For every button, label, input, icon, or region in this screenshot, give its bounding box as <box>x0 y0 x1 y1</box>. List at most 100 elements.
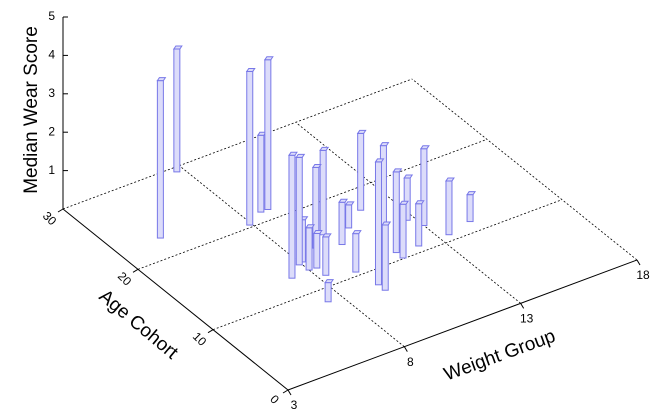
bar <box>321 233 332 276</box>
bar-face <box>264 59 272 210</box>
bar <box>381 221 392 291</box>
z-tick-label: 2 <box>48 124 55 138</box>
x-tick-label: 18 <box>636 268 650 282</box>
bar <box>414 200 425 247</box>
bar <box>344 201 355 229</box>
bar-top <box>312 229 323 234</box>
bar <box>245 67 256 226</box>
bar-top <box>324 279 335 284</box>
bar <box>263 56 274 210</box>
bar <box>319 146 330 236</box>
bar <box>324 279 335 303</box>
bar-face <box>313 232 321 269</box>
bar <box>338 198 348 246</box>
y-tick-label: 0 <box>267 392 282 407</box>
bar <box>312 229 323 269</box>
x-tick-label: 3 <box>291 398 298 412</box>
bar <box>256 131 267 213</box>
bar <box>356 129 367 211</box>
bar-top <box>305 224 316 229</box>
bar-top <box>311 163 322 168</box>
x-axis-line <box>287 259 638 391</box>
bar-top <box>381 221 392 226</box>
floor-right-edge <box>411 78 638 261</box>
bar-face <box>324 282 332 303</box>
bar-face <box>246 70 254 226</box>
bar-face <box>338 201 346 246</box>
bar-top <box>351 230 362 235</box>
bar-top <box>466 191 477 196</box>
z-axis-title: Median Wear Score <box>21 26 42 194</box>
bar <box>288 151 298 279</box>
bar-face <box>295 156 303 266</box>
y-tick <box>282 389 289 394</box>
bar <box>172 45 183 173</box>
bar-face <box>322 236 330 276</box>
bar-top <box>156 77 167 82</box>
bar-face <box>352 233 360 273</box>
x-tick-label: 13 <box>520 312 534 326</box>
bar-top <box>399 200 409 205</box>
x-tick <box>403 346 408 352</box>
bar <box>351 230 362 273</box>
z-tick-label: 1 <box>48 163 55 177</box>
bar-face <box>357 132 365 211</box>
bar <box>295 153 306 266</box>
bar-face <box>257 134 265 213</box>
bar-top <box>374 158 385 163</box>
bar <box>305 224 316 271</box>
bar <box>466 191 477 223</box>
bar-face <box>415 203 423 247</box>
bar-face <box>156 80 164 239</box>
bar-top <box>295 153 306 158</box>
bar-face <box>381 224 389 291</box>
bar-top <box>172 45 183 50</box>
bar <box>399 200 409 259</box>
bar-top <box>356 129 367 134</box>
bar-top <box>445 177 455 182</box>
bar-top <box>338 198 348 203</box>
bar-face <box>445 180 453 236</box>
y-axis-line <box>62 208 289 391</box>
bar <box>445 177 455 236</box>
y-tick <box>207 329 214 334</box>
bar-face <box>319 149 327 236</box>
y-tick <box>132 268 139 273</box>
z-tick-label: 4 <box>48 48 55 62</box>
x-axis-title: Weight Group <box>441 326 558 386</box>
y-tick-label: 10 <box>190 329 210 349</box>
y-axis-title: Age Cohort <box>95 286 183 364</box>
x-tick-label: 8 <box>407 355 414 369</box>
y-tick-label: 30 <box>40 209 60 229</box>
bar-top <box>344 201 355 206</box>
bar-top <box>288 151 298 156</box>
x-tick <box>287 389 292 396</box>
bar <box>403 174 414 221</box>
bar <box>156 77 167 239</box>
bar-top <box>319 146 330 151</box>
bar-top <box>414 200 425 205</box>
x-tick <box>636 259 641 266</box>
bar <box>419 145 430 227</box>
bar-top <box>379 142 390 147</box>
z-tick-label: 3 <box>48 86 55 100</box>
bar-top <box>245 67 256 72</box>
bar <box>392 168 403 254</box>
y-tick-label: 20 <box>115 269 135 289</box>
bar-top <box>321 233 332 238</box>
bar-face <box>392 171 400 254</box>
y-tick <box>57 208 64 213</box>
bar-face <box>305 227 313 271</box>
bar-face <box>399 203 407 259</box>
bar-face <box>173 48 181 173</box>
z-tick-label: 5 <box>48 9 55 23</box>
bar-face <box>288 154 296 279</box>
bar-top <box>419 145 430 150</box>
bar <box>374 158 385 286</box>
bar-face <box>374 161 382 286</box>
bar-face <box>345 204 353 229</box>
x-tick <box>520 303 525 309</box>
bar-top <box>403 174 414 179</box>
bar-face <box>466 194 474 223</box>
